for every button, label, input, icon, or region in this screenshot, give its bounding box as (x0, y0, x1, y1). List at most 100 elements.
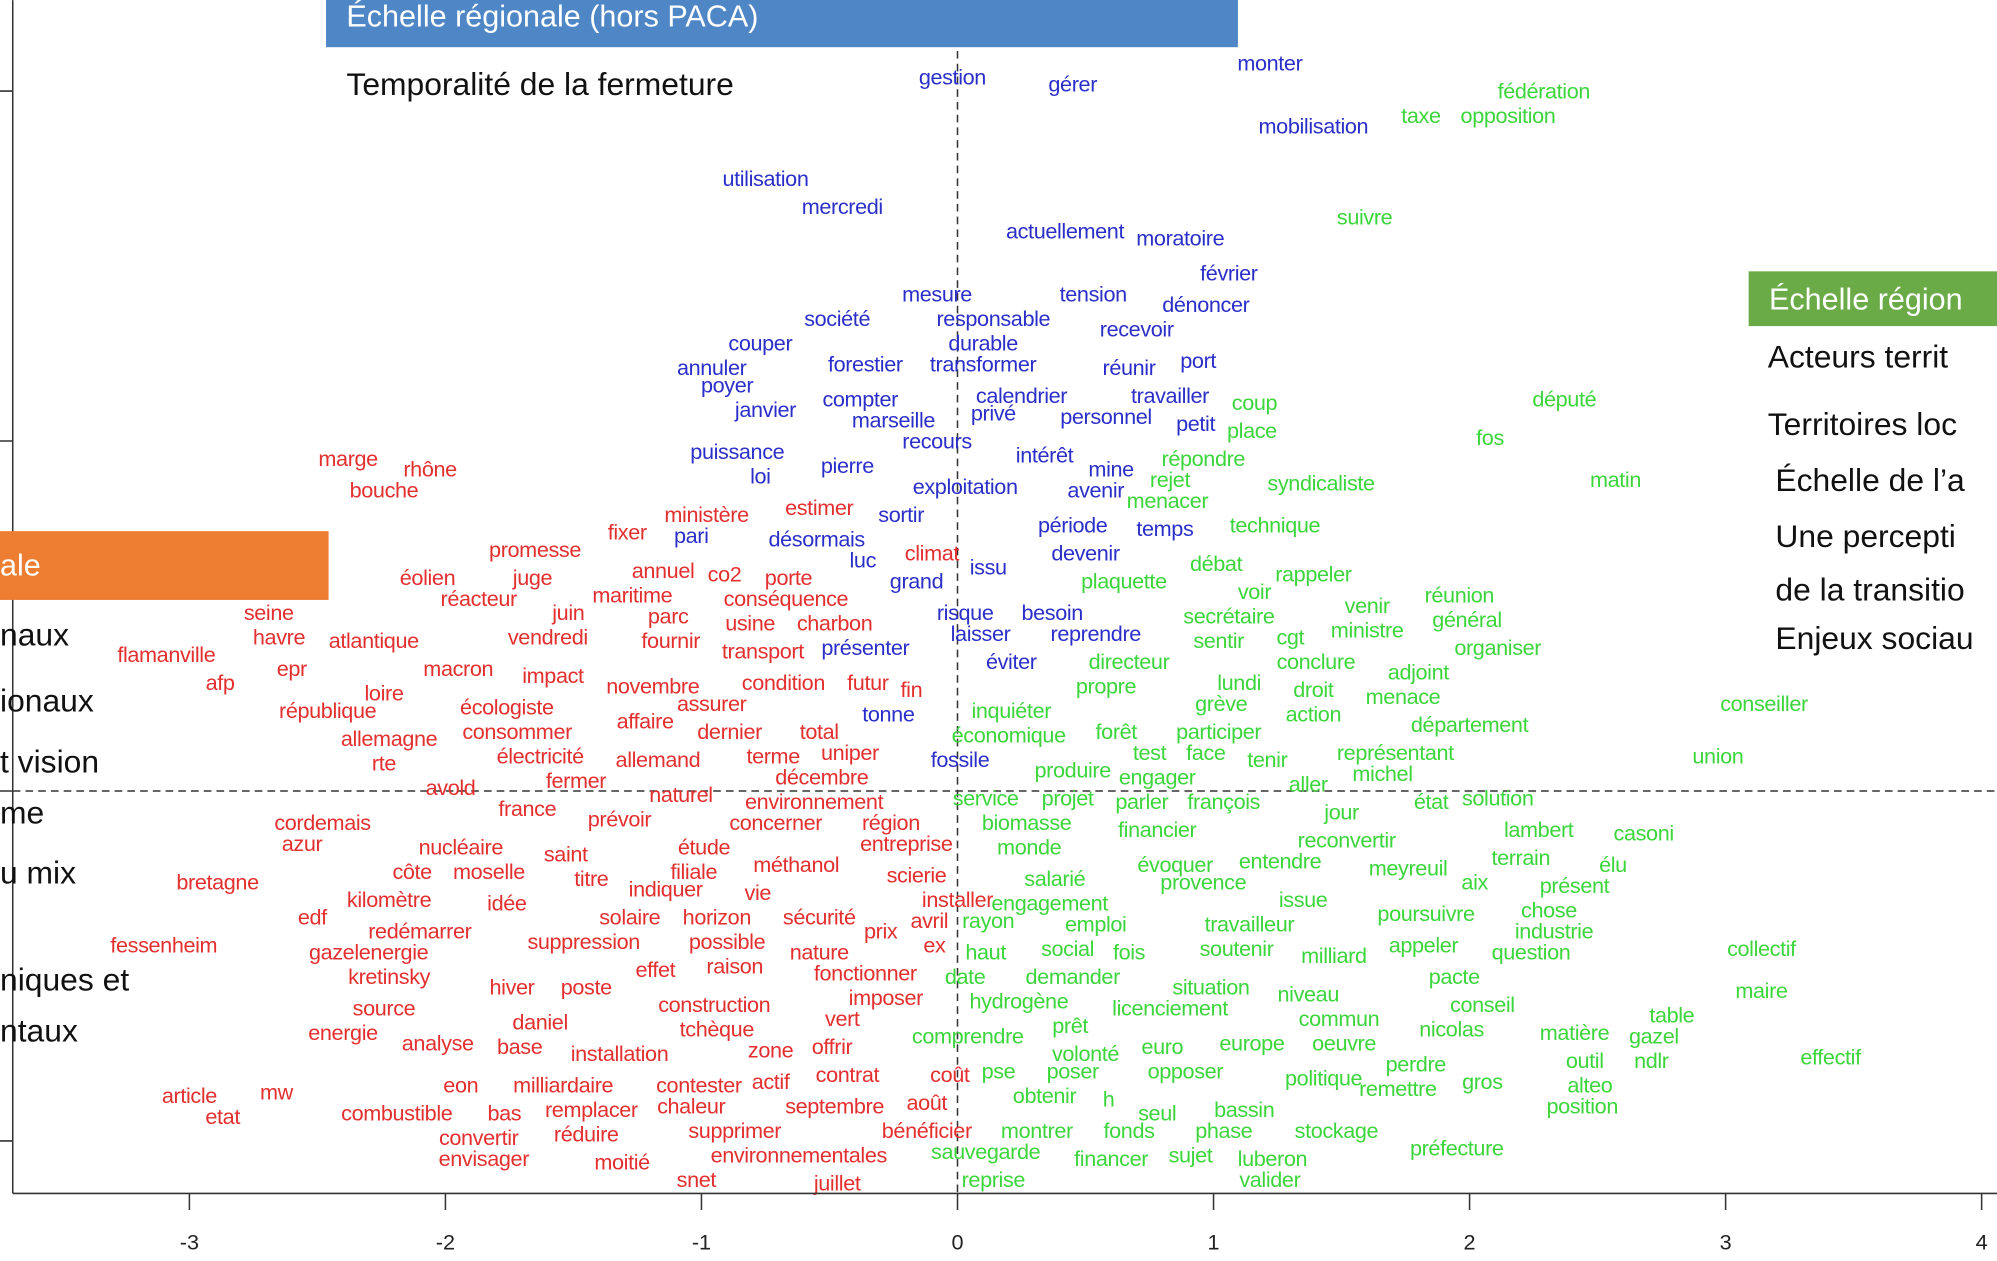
word-label: nucléaire (419, 834, 504, 859)
right-box-line: Acteurs territ (1768, 339, 1949, 375)
word-label: mesure (902, 282, 972, 307)
word-label: epr (277, 656, 307, 681)
word-label: macron (423, 656, 493, 681)
word-label: collectif (1727, 936, 1797, 961)
word-label: utilisation (722, 166, 808, 191)
word-label: reprendre (1051, 621, 1142, 646)
word-label: meyreuil (1369, 855, 1448, 880)
word-label: fournir (641, 628, 700, 653)
word-label: usine (725, 610, 775, 635)
word-label: technique (1230, 513, 1321, 538)
word-label: fermer (546, 768, 606, 793)
word-label: député (1532, 387, 1596, 412)
word-label: fixer (608, 520, 647, 545)
word-label: action (1286, 701, 1341, 726)
word-label: installation (571, 1041, 669, 1066)
word-label: filiale (670, 859, 717, 884)
word-label: menace (1366, 684, 1441, 709)
word-label: climat (905, 541, 960, 566)
word-label: participer (1176, 719, 1261, 744)
word-label: biomasse (982, 810, 1072, 835)
word-label: mine (1088, 457, 1134, 482)
word-label: position (1546, 1093, 1618, 1118)
word-label: mw (260, 1079, 294, 1104)
word-label: débat (1190, 551, 1243, 576)
word-label: consommer (462, 719, 572, 744)
top-box (326, 0, 1238, 48)
word-label: vendredi (508, 624, 588, 649)
word-label: produire (1035, 757, 1112, 782)
word-label: réduire (554, 1121, 619, 1146)
word-label: poyer (701, 373, 753, 398)
word-label: conclure (1277, 649, 1356, 674)
word-label: parc (648, 603, 689, 628)
word-label: syndicaliste (1267, 471, 1375, 496)
word-label: général (1432, 607, 1502, 632)
word-label: montrer (1001, 1118, 1073, 1143)
word-label: allemand (616, 747, 701, 772)
word-label: transport (722, 638, 804, 663)
word-label: actuellement (1006, 219, 1124, 244)
word-label: république (279, 698, 377, 723)
word-label: financer (1074, 1146, 1148, 1171)
word-label: maritime (592, 582, 672, 607)
word-label: sauvegarde (931, 1139, 1041, 1164)
word-label: snet (677, 1167, 717, 1192)
word-label: daniel (512, 1009, 567, 1034)
word-label: évoquer (1137, 852, 1213, 877)
word-label: éviter (986, 649, 1037, 674)
word-label: transformer (930, 352, 1037, 377)
word-label: valider (1239, 1167, 1300, 1192)
word-label: opposer (1148, 1058, 1224, 1083)
x-tick-label: 1 (1208, 1229, 1220, 1254)
word-label: fonctionner (814, 960, 917, 985)
word-label: actif (752, 1069, 791, 1094)
word-label: réacteur (441, 586, 518, 611)
word-label: redémarrer (368, 918, 471, 943)
word-label: envisager (439, 1146, 530, 1171)
word-label: pari (674, 523, 709, 548)
word-label: période (1038, 513, 1108, 538)
word-label: installer (922, 887, 993, 912)
word-label: état (1414, 789, 1449, 814)
word-label: table (1649, 1002, 1694, 1027)
word-label: écologiste (460, 694, 554, 719)
word-label: obtenir (1013, 1083, 1077, 1108)
left-box-line: ntaux (0, 1012, 78, 1048)
word-label: travailleur (1205, 911, 1295, 936)
x-tick-label: -3 (180, 1229, 199, 1254)
word-label: loi (750, 464, 771, 489)
word-label: engager (1119, 764, 1196, 789)
word-label: laisser (951, 621, 1011, 646)
word-label: chaleur (657, 1093, 725, 1118)
word-label: puissance (690, 439, 784, 464)
word-label: opposition (1461, 103, 1556, 128)
word-label: oeuvre (1312, 1030, 1376, 1055)
left-box-line: naux (0, 616, 69, 652)
word-label: réunion (1425, 582, 1495, 607)
word-label: fos (1476, 425, 1504, 450)
word-label: co2 (708, 562, 742, 587)
word-label: privé (971, 401, 1016, 426)
word-label: etat (205, 1104, 240, 1129)
word-label: kilomètre (347, 887, 432, 912)
word-label: marseille (852, 408, 935, 433)
word-label: septembre (785, 1093, 884, 1118)
word-label: grand (890, 569, 943, 594)
word-label: maire (1735, 978, 1788, 1003)
word-label: haut (965, 939, 1006, 964)
word-label: euro (1141, 1034, 1183, 1059)
word-label: volonté (1052, 1041, 1119, 1066)
word-label: moitié (594, 1149, 650, 1174)
left-box-title: ale (0, 549, 41, 583)
word-label: nicolas (1419, 1016, 1484, 1041)
word-label: idée (487, 890, 527, 915)
left-box (0, 531, 329, 600)
word-label: porte (765, 565, 813, 590)
word-label: fonds (1104, 1118, 1156, 1143)
right-box-line: Échelle de l’a (1775, 462, 1965, 498)
word-label: ministère (664, 502, 749, 527)
word-label: pacte (1429, 964, 1480, 989)
